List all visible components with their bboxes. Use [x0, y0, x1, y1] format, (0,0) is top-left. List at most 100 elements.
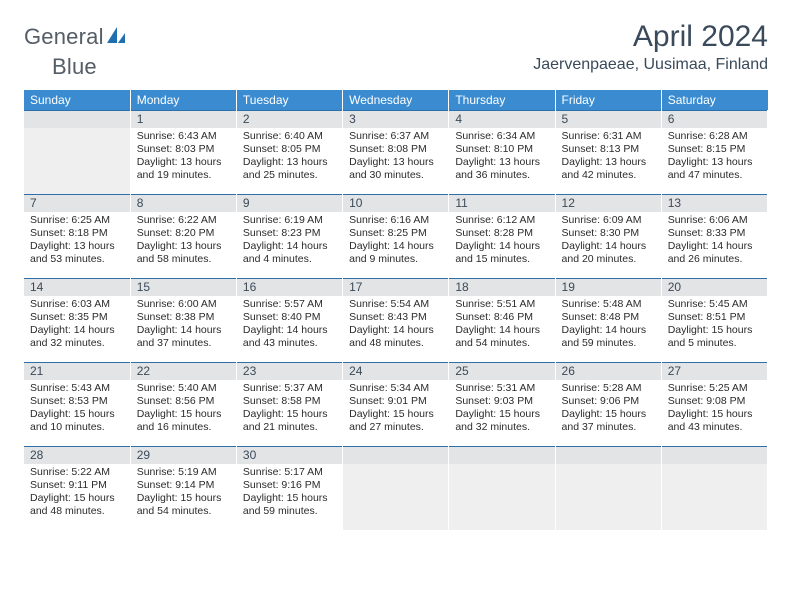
daylight-text: Daylight: 15 hours and 32 minutes. [455, 408, 548, 434]
daylight-text: Daylight: 14 hours and 37 minutes. [137, 324, 230, 350]
daybody-row: Sunrise: 6:25 AMSunset: 8:18 PMDaylight:… [24, 212, 768, 279]
sunset-text: Sunset: 8:30 PM [562, 227, 655, 240]
daylight-text: Daylight: 13 hours and 25 minutes. [243, 156, 336, 182]
day-number [661, 447, 767, 465]
day-cell: Sunrise: 5:43 AMSunset: 8:53 PMDaylight:… [24, 380, 130, 447]
daylight-text: Daylight: 15 hours and 16 minutes. [137, 408, 230, 434]
brand-sail-icon [105, 25, 127, 50]
day-number [449, 447, 555, 465]
sunset-text: Sunset: 8:18 PM [30, 227, 124, 240]
day-number: 18 [449, 279, 555, 297]
weekday-saturday: Saturday [661, 90, 767, 111]
day-cell [449, 464, 555, 530]
daylight-text: Daylight: 14 hours and 4 minutes. [243, 240, 336, 266]
day-cell: Sunrise: 5:57 AMSunset: 8:40 PMDaylight:… [236, 296, 342, 363]
sunrise-text: Sunrise: 5:28 AM [562, 382, 655, 395]
daylight-text: Daylight: 14 hours and 15 minutes. [455, 240, 548, 266]
daylight-text: Daylight: 14 hours and 9 minutes. [349, 240, 442, 266]
day-number: 8 [130, 195, 236, 213]
daylight-text: Daylight: 15 hours and 10 minutes. [30, 408, 124, 434]
day-number: 28 [24, 447, 130, 465]
day-cell: Sunrise: 6:09 AMSunset: 8:30 PMDaylight:… [555, 212, 661, 279]
daylight-text: Daylight: 13 hours and 36 minutes. [455, 156, 548, 182]
daylight-text: Daylight: 13 hours and 53 minutes. [30, 240, 124, 266]
sunrise-text: Sunrise: 5:48 AM [562, 298, 655, 311]
sunrise-text: Sunrise: 5:57 AM [243, 298, 336, 311]
day-cell: Sunrise: 6:16 AMSunset: 8:25 PMDaylight:… [343, 212, 449, 279]
day-number: 17 [343, 279, 449, 297]
day-number: 1 [130, 111, 236, 129]
sunset-text: Sunset: 8:05 PM [243, 143, 336, 156]
sunrise-text: Sunrise: 5:25 AM [668, 382, 761, 395]
day-cell [24, 128, 130, 195]
daylight-text: Daylight: 15 hours and 21 minutes. [243, 408, 336, 434]
calendar-table: Sunday Monday Tuesday Wednesday Thursday… [24, 90, 768, 530]
daylight-text: Daylight: 15 hours and 54 minutes. [137, 492, 230, 518]
day-number: 12 [555, 195, 661, 213]
sunset-text: Sunset: 8:23 PM [243, 227, 336, 240]
sunrise-text: Sunrise: 6:03 AM [30, 298, 124, 311]
day-cell [343, 464, 449, 530]
sunrise-text: Sunrise: 6:12 AM [455, 214, 548, 227]
sunrise-text: Sunrise: 6:16 AM [349, 214, 442, 227]
day-cell: Sunrise: 6:28 AMSunset: 8:15 PMDaylight:… [661, 128, 767, 195]
day-number: 2 [236, 111, 342, 129]
sunset-text: Sunset: 9:06 PM [562, 395, 655, 408]
day-number: 14 [24, 279, 130, 297]
sunrise-text: Sunrise: 6:40 AM [243, 130, 336, 143]
sunset-text: Sunset: 8:35 PM [30, 311, 124, 324]
daylight-text: Daylight: 14 hours and 43 minutes. [243, 324, 336, 350]
sunrise-text: Sunrise: 6:22 AM [137, 214, 230, 227]
day-number: 20 [661, 279, 767, 297]
sunset-text: Sunset: 8:28 PM [455, 227, 548, 240]
day-cell: Sunrise: 6:40 AMSunset: 8:05 PMDaylight:… [236, 128, 342, 195]
day-number: 25 [449, 363, 555, 381]
location-subtitle: Jaervenpaeae, Uusimaa, Finland [533, 56, 768, 74]
weekday-header-row: Sunday Monday Tuesday Wednesday Thursday… [24, 90, 768, 111]
day-cell: Sunrise: 5:34 AMSunset: 9:01 PMDaylight:… [343, 380, 449, 447]
day-number: 30 [236, 447, 342, 465]
day-number: 6 [661, 111, 767, 129]
day-number: 5 [555, 111, 661, 129]
day-number: 13 [661, 195, 767, 213]
daylight-text: Daylight: 15 hours and 59 minutes. [243, 492, 336, 518]
daylight-text: Daylight: 14 hours and 26 minutes. [668, 240, 761, 266]
day-cell: Sunrise: 5:25 AMSunset: 9:08 PMDaylight:… [661, 380, 767, 447]
daylight-text: Daylight: 15 hours and 27 minutes. [349, 408, 442, 434]
day-number: 22 [130, 363, 236, 381]
sunrise-text: Sunrise: 5:51 AM [455, 298, 548, 311]
daylight-text: Daylight: 13 hours and 47 minutes. [668, 156, 761, 182]
day-number: 10 [343, 195, 449, 213]
sunrise-text: Sunrise: 5:19 AM [137, 466, 230, 479]
daylight-text: Daylight: 15 hours and 37 minutes. [562, 408, 655, 434]
sunset-text: Sunset: 9:14 PM [137, 479, 230, 492]
month-title: April 2024 [533, 20, 768, 54]
daylight-text: Daylight: 13 hours and 58 minutes. [137, 240, 230, 266]
day-cell [661, 464, 767, 530]
daylight-text: Daylight: 14 hours and 20 minutes. [562, 240, 655, 266]
sunrise-text: Sunrise: 5:34 AM [349, 382, 442, 395]
day-number: 11 [449, 195, 555, 213]
sunset-text: Sunset: 8:33 PM [668, 227, 761, 240]
day-cell: Sunrise: 5:37 AMSunset: 8:58 PMDaylight:… [236, 380, 342, 447]
daybody-row: Sunrise: 5:43 AMSunset: 8:53 PMDaylight:… [24, 380, 768, 447]
weekday-wednesday: Wednesday [343, 90, 449, 111]
day-number: 7 [24, 195, 130, 213]
brand-word1: General [24, 24, 104, 50]
daylight-text: Daylight: 15 hours and 43 minutes. [668, 408, 761, 434]
day-cell: Sunrise: 6:43 AMSunset: 8:03 PMDaylight:… [130, 128, 236, 195]
day-cell: Sunrise: 5:28 AMSunset: 9:06 PMDaylight:… [555, 380, 661, 447]
sunset-text: Sunset: 8:48 PM [562, 311, 655, 324]
weekday-sunday: Sunday [24, 90, 130, 111]
weekday-monday: Monday [130, 90, 236, 111]
day-cell: Sunrise: 5:40 AMSunset: 8:56 PMDaylight:… [130, 380, 236, 447]
day-cell: Sunrise: 6:34 AMSunset: 8:10 PMDaylight:… [449, 128, 555, 195]
sunset-text: Sunset: 8:43 PM [349, 311, 442, 324]
sunrise-text: Sunrise: 5:45 AM [668, 298, 761, 311]
sunrise-text: Sunrise: 6:43 AM [137, 130, 230, 143]
weekday-thursday: Thursday [449, 90, 555, 111]
sunset-text: Sunset: 8:51 PM [668, 311, 761, 324]
daybody-row: Sunrise: 5:22 AMSunset: 9:11 PMDaylight:… [24, 464, 768, 530]
day-cell: Sunrise: 6:06 AMSunset: 8:33 PMDaylight:… [661, 212, 767, 279]
day-cell: Sunrise: 5:31 AMSunset: 9:03 PMDaylight:… [449, 380, 555, 447]
